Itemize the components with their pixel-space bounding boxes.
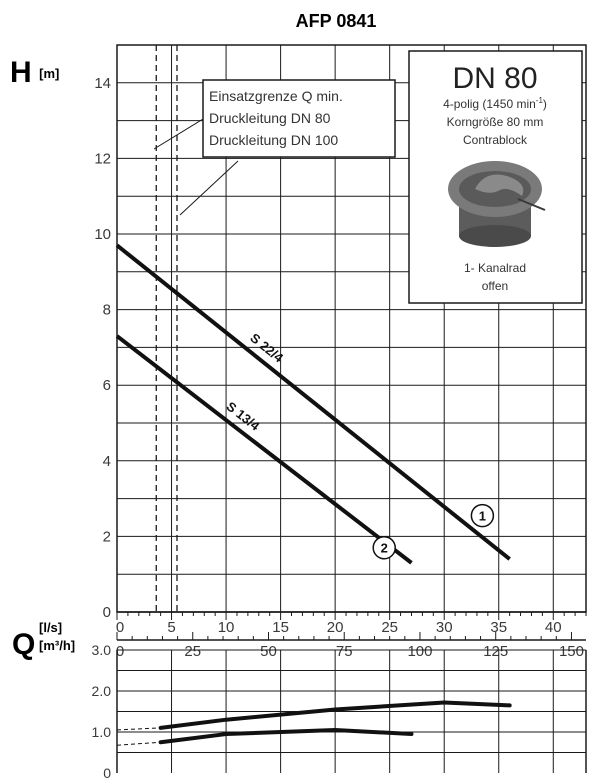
npsh-curve-2 xyxy=(158,727,414,745)
npsh-extension-2 xyxy=(116,741,161,746)
bottom-y-tick-label: 3.0 xyxy=(92,642,112,658)
bottom-grid xyxy=(116,649,587,773)
x-tick-label-m3h: 25 xyxy=(184,643,201,660)
qmin-legend-box: Einsatzgrenze Q min. Druckleitung DN 80 … xyxy=(202,79,396,158)
impeller-line-2: offen xyxy=(482,279,508,293)
x-tick-label-ls: 30 xyxy=(436,619,453,636)
impeller-line-1: 1- Kanalrad xyxy=(464,261,526,275)
y-tick-label: 10 xyxy=(94,226,111,243)
x-axis-symbol: Q xyxy=(12,628,35,661)
info-line-1-sup: -1 xyxy=(536,96,544,105)
y-tick-label: 12 xyxy=(94,150,111,167)
legend-line-1: Einsatzgrenze Q min. xyxy=(209,88,343,104)
y-tick-label: 2 xyxy=(103,528,111,545)
curve-marker-label-2: 2 xyxy=(381,541,388,556)
bottom-y-tick-label: 0 xyxy=(103,765,111,781)
info-line-1-pre: 4-polig (1450 min xyxy=(443,97,536,111)
pump-curve-1 xyxy=(115,243,511,561)
x-tick-label-ls: 10 xyxy=(218,619,235,636)
x-tick-label-m3h: 0 xyxy=(116,643,124,660)
npsh-curve-1 xyxy=(158,700,512,730)
curve-label-2: S 13/4 xyxy=(224,399,264,434)
x-tick-label-ls: 25 xyxy=(381,619,398,636)
qmin-lines xyxy=(153,45,239,612)
x-tick-label-ls: 15 xyxy=(272,619,289,636)
leader-dn80 xyxy=(153,115,209,150)
x-tick-label-m3h: 150 xyxy=(559,643,584,660)
x-tick-label-m3h: 50 xyxy=(260,643,277,660)
curve-marker-label-1: 1 xyxy=(479,509,486,524)
info-line-2: Korngröße 80 mm xyxy=(447,115,544,129)
x-tick-label-m3h: 100 xyxy=(407,643,432,660)
pump-curve-2 xyxy=(115,334,413,565)
y-axis-unit: [m] xyxy=(39,66,59,81)
x-tick-label-ls: 0 xyxy=(116,619,124,636)
y-tick-label: 14 xyxy=(94,75,111,92)
main-curves: S 22/41S 13/42 xyxy=(115,243,511,565)
info-line-3: Contrablock xyxy=(463,133,528,147)
y-tick-label: 6 xyxy=(103,377,111,394)
chart-title: AFP 0841 xyxy=(296,11,377,31)
y-tick-label: 0 xyxy=(103,604,111,621)
legend-line-3: Druckleitung DN 100 xyxy=(209,132,338,148)
x-tick-label-ls: 5 xyxy=(167,619,175,636)
x-tick-label-m3h: 75 xyxy=(336,643,353,660)
info-line-1: 4-polig (1450 min-1) xyxy=(443,96,547,111)
leader-dn100 xyxy=(179,160,239,216)
info-heading: DN 80 xyxy=(452,62,537,95)
x-tick-label-ls: 35 xyxy=(490,619,507,636)
npsh-extension-1 xyxy=(116,727,161,731)
bottom-y-tick-label: 1.0 xyxy=(92,724,112,740)
x-axis-unit-ls: [l/s] xyxy=(39,620,62,635)
y-tick-label: 8 xyxy=(103,302,111,319)
legend-line-2: Druckleitung DN 80 xyxy=(209,110,331,126)
y-axis-symbol: H xyxy=(10,56,32,89)
x-tick-label-ls: 20 xyxy=(327,619,344,636)
bottom-y-tick-label: 2.0 xyxy=(92,683,112,699)
x-tick-label-m3h: 125 xyxy=(483,643,508,660)
impeller-icon xyxy=(448,161,546,247)
info-line-1-post: ) xyxy=(543,97,547,111)
y-tick-label: 4 xyxy=(103,453,111,470)
x-tick-label-ls: 40 xyxy=(545,619,562,636)
curve-marker-2 xyxy=(372,535,396,560)
bottom-ticks: 0 1.0 2.0 3.0 xyxy=(92,642,112,781)
y-axis-label: H [m] xyxy=(10,56,59,89)
bottom-curves xyxy=(116,700,512,746)
info-box: DN 80 4-polig (1450 min-1) Korngröße 80 … xyxy=(408,50,583,304)
x-axis-unit-m3h: [m³/h] xyxy=(39,638,75,653)
curve-marker-1 xyxy=(470,503,495,528)
